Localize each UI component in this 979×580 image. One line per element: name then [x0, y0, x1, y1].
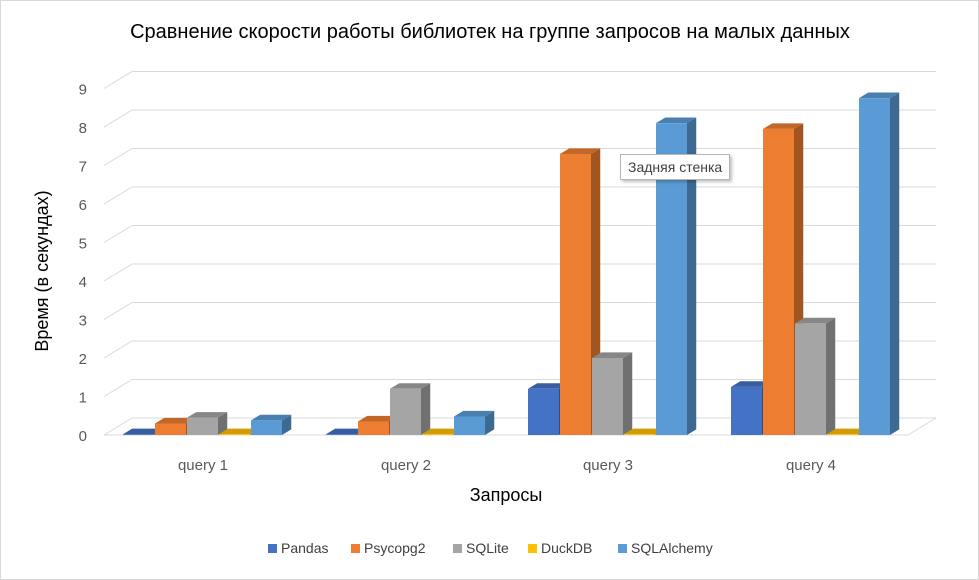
- gridline-side: [103, 148, 133, 166]
- chart-title: Сравнение скорости работы библиотек на г…: [130, 21, 850, 43]
- legend-swatch: [618, 544, 627, 553]
- y-tick-label: 1: [79, 390, 87, 407]
- x-category-label: query 3: [583, 457, 633, 474]
- x-category-label: query 4: [786, 457, 836, 474]
- legend-item[interactable]: DuckDB: [528, 540, 592, 556]
- y-tick-label: 6: [79, 197, 87, 214]
- x-axis-categories: query 1 query 2 query 3 query 4: [178, 457, 836, 474]
- legend-swatch: [528, 544, 537, 553]
- bar: [592, 352, 633, 435]
- legend-label: DuckDB: [541, 540, 592, 556]
- bar: [560, 148, 601, 435]
- x-category-label: query 1: [178, 457, 228, 474]
- legend-swatch: [351, 544, 360, 553]
- gridline-side: [103, 417, 133, 436]
- bar: [859, 92, 900, 435]
- legend-label: Pandas: [281, 540, 328, 556]
- bar: [390, 383, 431, 435]
- tooltip: Задняя стенка: [620, 154, 731, 180]
- y-tick-label: 9: [79, 82, 87, 99]
- bars: [123, 92, 900, 436]
- bar: [454, 410, 495, 435]
- y-tick-label: 7: [79, 159, 87, 176]
- x-category-label: query 2: [381, 457, 431, 474]
- legend-swatch: [268, 544, 277, 553]
- x-axis-title: Запросы: [470, 485, 543, 505]
- gridline-side: [103, 225, 133, 243]
- legend-label: SQLAlchemy: [631, 540, 713, 556]
- gridline-side: [103, 71, 133, 89]
- y-axis-title: Время (в секундах): [32, 190, 52, 351]
- bar: [187, 412, 228, 435]
- gridline-side: [103, 186, 133, 205]
- gridline-side: [103, 302, 133, 320]
- legend-item[interactable]: SQLAlchemy: [618, 540, 713, 556]
- y-tick-label: 8: [79, 120, 87, 137]
- legend: Pandas Psycopg2 SQLite DuckDB SQLAlchemy: [268, 540, 713, 556]
- legend-item[interactable]: Psycopg2: [351, 540, 426, 556]
- y-tick-label: 5: [79, 236, 87, 253]
- y-tick-label: 4: [79, 274, 87, 291]
- y-tick-label: 3: [79, 313, 87, 330]
- legend-label: Psycopg2: [364, 540, 426, 556]
- bar: [795, 317, 836, 435]
- gridline-side: [103, 263, 133, 282]
- bar: [251, 414, 292, 435]
- gridline-side: [103, 109, 133, 128]
- gridline-side: [103, 379, 133, 397]
- floor-edge-right: [907, 417, 937, 436]
- legend-item[interactable]: SQLite: [453, 540, 509, 556]
- y-tick-label: 0: [79, 428, 87, 445]
- legend-swatch: [453, 544, 462, 553]
- legend-label: SQLite: [466, 540, 509, 556]
- gridline-side: [103, 340, 133, 359]
- y-axis-ticks: 0 1 2 3 4 5 6 7 8 9: [79, 82, 87, 446]
- legend-item[interactable]: Pandas: [268, 540, 328, 556]
- y-tick-label: 2: [79, 351, 87, 368]
